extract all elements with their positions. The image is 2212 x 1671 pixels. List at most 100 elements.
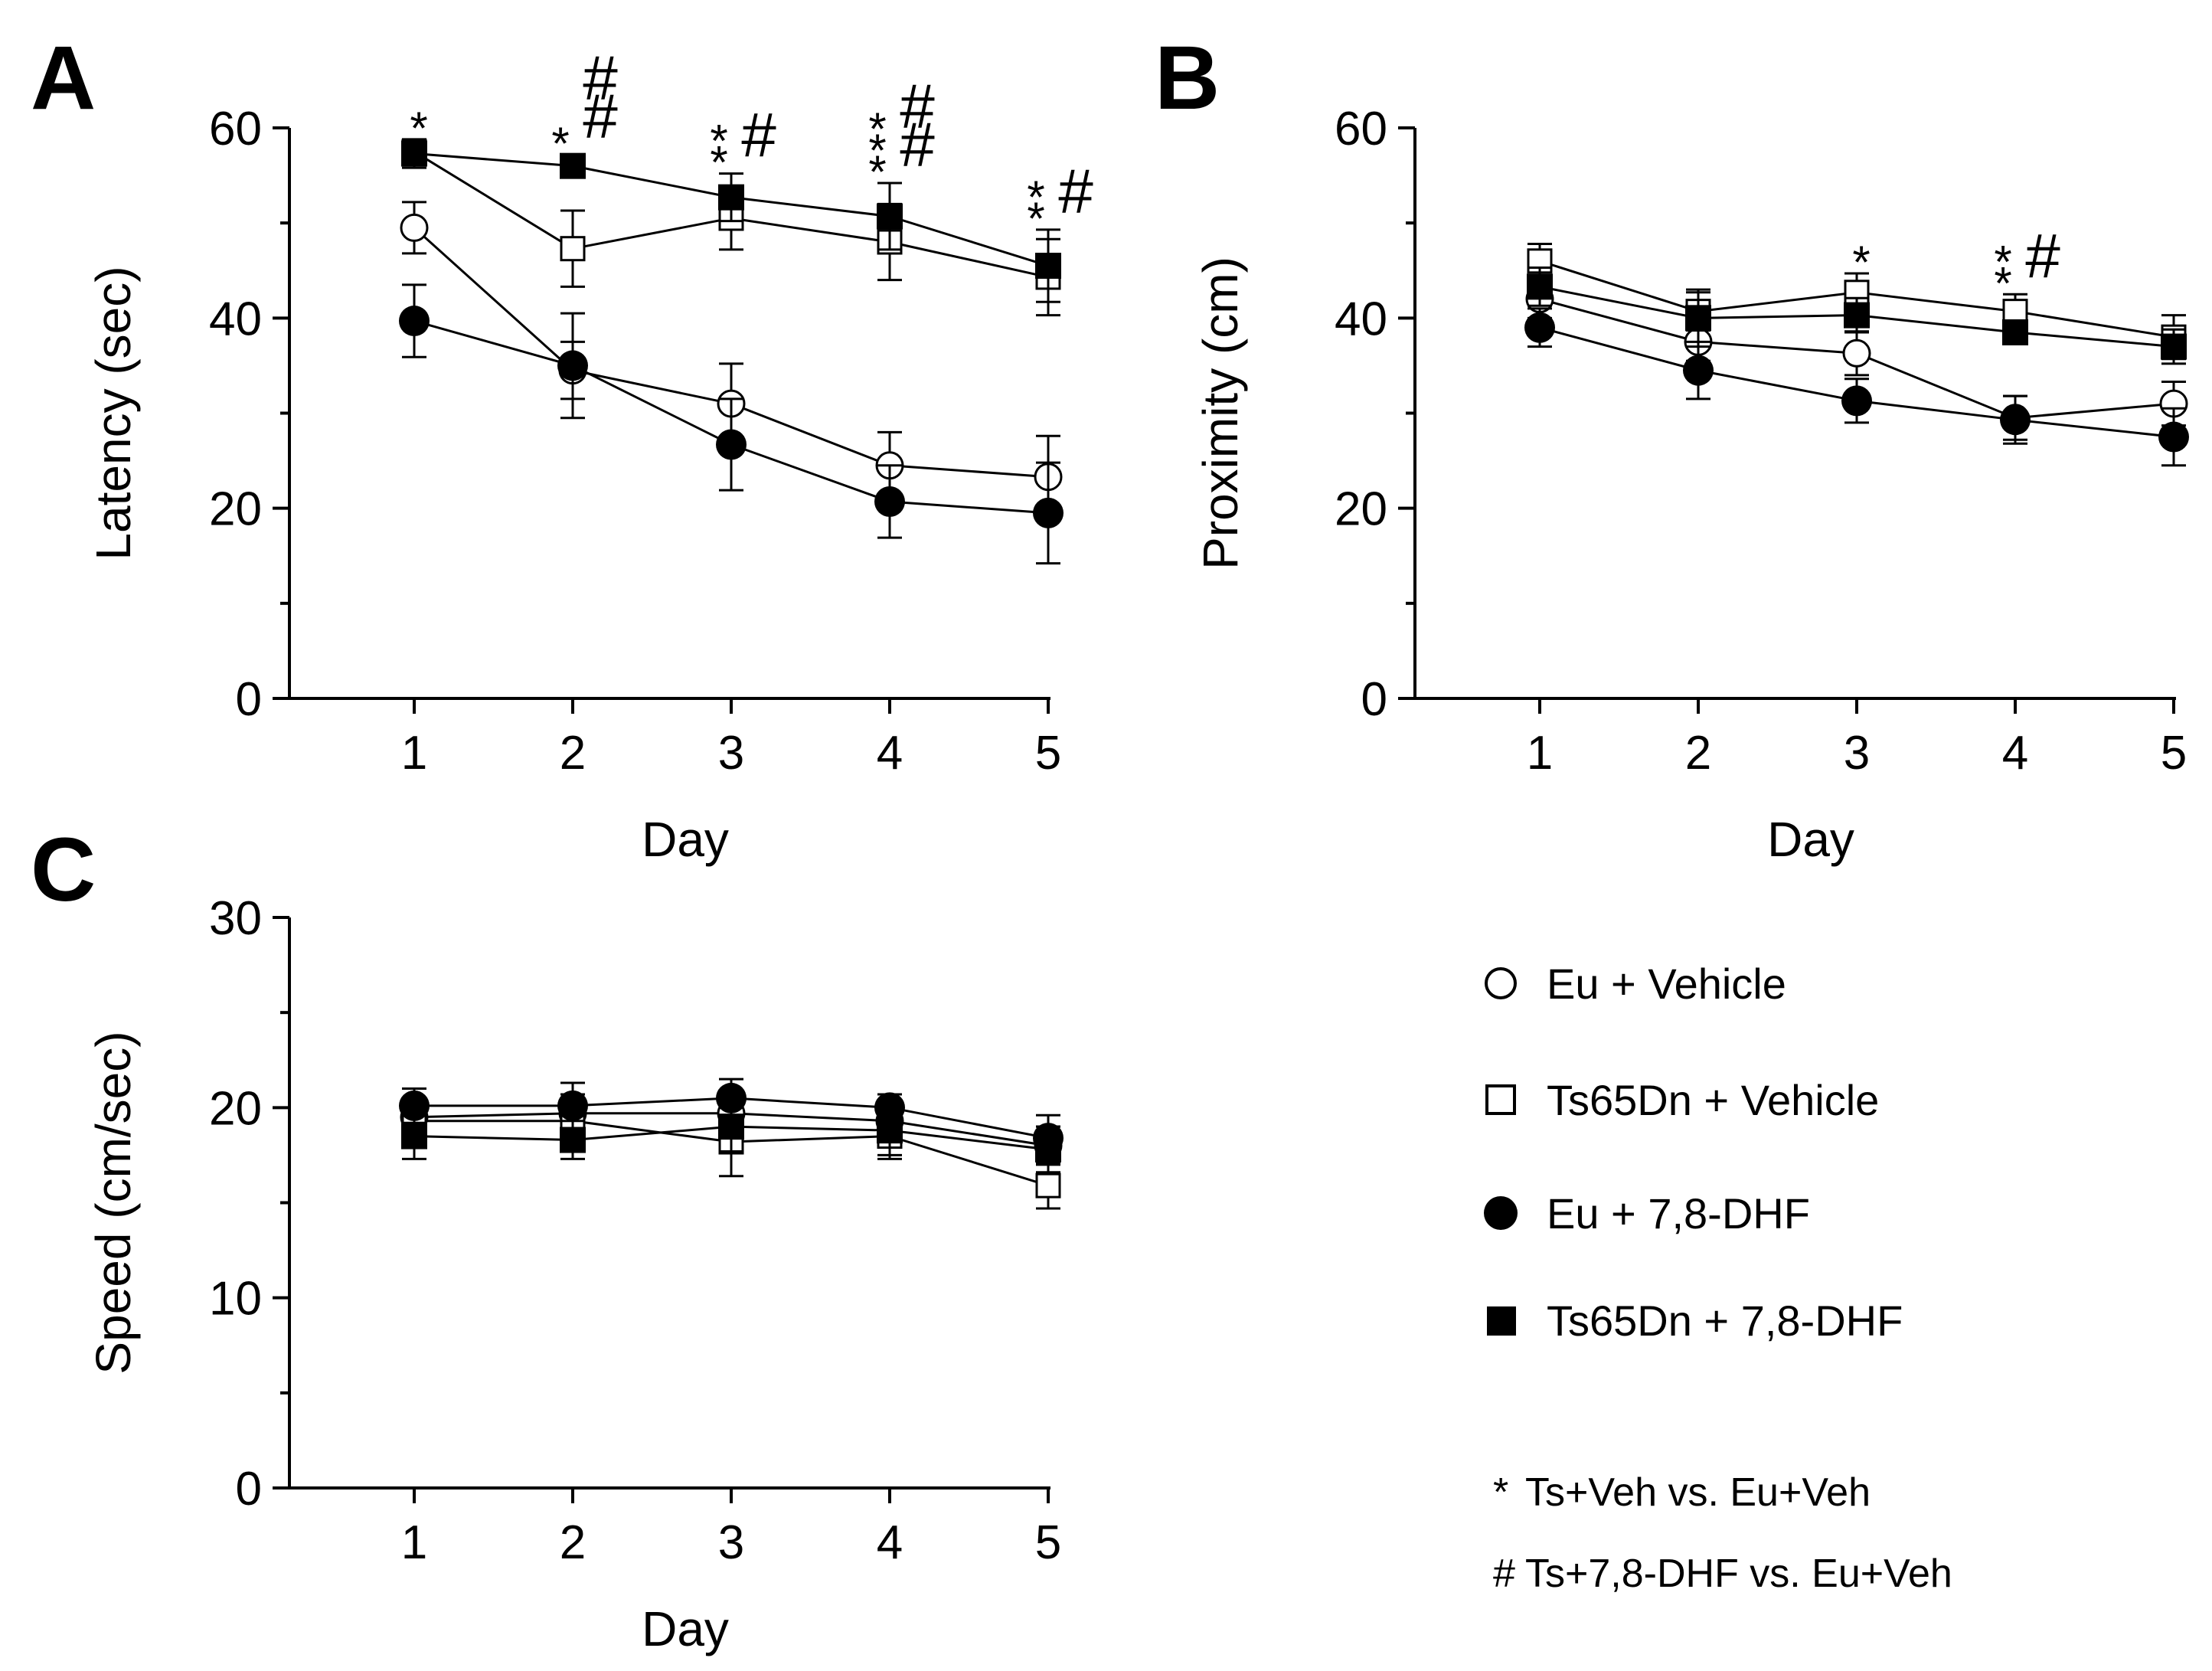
y-tick-label: 20 <box>209 1082 262 1135</box>
data-point <box>718 184 744 211</box>
data-point <box>874 486 905 517</box>
legend-item-ts65dn-vehicle: Ts65Dn + Vehicle <box>1485 1076 1879 1124</box>
y-tick-label: 0 <box>236 673 262 726</box>
data-point <box>557 350 588 381</box>
data-point <box>2158 421 2189 453</box>
significance-star: * <box>710 137 727 188</box>
significance-star: * <box>1027 193 1044 244</box>
x-tick-label: 2 <box>560 727 586 780</box>
x-tick-label: 1 <box>401 1516 427 1569</box>
panel-c-speed-chart: 0 10 20 30 1 2 3 4 5 Day Speed (cm/sec) <box>86 892 1064 1656</box>
significance-note-hash: # Ts+7,8-DHF vs. Eu+Veh <box>1493 1552 1952 1596</box>
filled-circle-icon <box>1484 1196 1518 1230</box>
y-tick-label: 0 <box>236 1463 262 1516</box>
legend-label-eu-vehicle: Eu + Vehicle <box>1547 960 1786 1008</box>
y-axis-label: Proximity (cm) <box>1193 257 1248 570</box>
significance-annotation: * ## <box>551 44 618 169</box>
data-point <box>560 1127 586 1153</box>
x-tick-label: 5 <box>1035 1516 1061 1569</box>
significance-star: * <box>868 125 886 176</box>
significance-hash: # <box>2025 221 2060 291</box>
x-tick-label: 3 <box>718 1516 744 1569</box>
significance-hash: # <box>900 72 935 142</box>
x-tick-label: 2 <box>560 1516 586 1569</box>
data-point <box>1033 497 1064 528</box>
panel-label-b: B <box>1155 28 1220 129</box>
significance-star: * <box>868 103 886 155</box>
series-eu_dhf <box>1524 307 2189 467</box>
data-point <box>718 1113 744 1140</box>
y-tick-label: 60 <box>209 103 262 155</box>
y-axis-label: Speed (cm/sec) <box>86 1031 141 1374</box>
x-tick-label: 1 <box>401 727 427 780</box>
significance-star: * <box>868 146 886 198</box>
significance-hash: # <box>583 44 618 113</box>
legend-item-ts65dn-dhf: Ts65Dn + 7,8-DHF <box>1487 1297 1903 1345</box>
significance-star: * <box>410 103 427 154</box>
filled-square-icon <box>1487 1306 1516 1336</box>
data-point <box>1683 355 1714 386</box>
data-point <box>557 1090 588 1121</box>
x-axis-label: Day <box>642 812 729 867</box>
significance-star: * <box>1994 236 2011 287</box>
data-point <box>1685 305 1711 332</box>
x-tick-label: 4 <box>877 727 903 780</box>
panel-label-a: A <box>31 28 96 129</box>
data-point <box>877 203 903 230</box>
significance-star: * <box>710 116 727 167</box>
significance-hash: # <box>900 110 935 180</box>
x-tick-label: 3 <box>1844 727 1870 780</box>
x-tick-label: 2 <box>1685 727 1711 780</box>
note-hash-symbol: # <box>1493 1552 1515 1596</box>
series-ts_veh <box>401 139 1061 317</box>
significance-star: * <box>1852 237 1870 288</box>
x-axis-label: Day <box>642 1601 729 1656</box>
x-tick-label: 4 <box>877 1516 903 1569</box>
y-tick-label: 20 <box>1335 483 1387 536</box>
x-tick-label: 3 <box>718 727 744 780</box>
y-axis-label: Latency (sec) <box>86 266 141 560</box>
data-point <box>1035 253 1061 280</box>
note-hash-text: Ts+7,8-DHF vs. Eu+Veh <box>1525 1552 1952 1596</box>
data-point <box>716 1082 747 1113</box>
significance-hash: # <box>583 82 618 152</box>
data-point <box>877 1117 903 1144</box>
significance-annotation: * <box>410 103 427 154</box>
open-circle-icon <box>1485 967 1517 999</box>
y-tick-label: 20 <box>209 483 262 536</box>
x-axis-label: Day <box>1767 812 1854 867</box>
data-point <box>560 152 586 179</box>
note-star-text: Ts+Veh vs. Eu+Veh <box>1525 1470 1871 1515</box>
data-point <box>1842 338 1871 368</box>
panel-label-c: C <box>31 819 96 921</box>
significance-star: * <box>551 118 569 169</box>
data-point <box>399 306 430 337</box>
data-point <box>2161 333 2187 360</box>
data-point <box>401 1123 427 1149</box>
y-tick-label: 30 <box>209 892 262 945</box>
data-point <box>1844 302 1870 329</box>
significance-annotation: * <box>1852 237 1870 288</box>
data-point <box>560 236 586 262</box>
x-tick-label: 5 <box>1035 727 1061 780</box>
series-ts_dhf <box>1527 267 2187 365</box>
data-point <box>401 140 427 167</box>
significance-star: * <box>1027 172 1044 223</box>
legend-item-eu-vehicle: Eu + Vehicle <box>1485 960 1786 1008</box>
data-point <box>1524 312 1555 343</box>
data-point <box>400 213 429 242</box>
y-tick-label: 60 <box>1335 103 1387 155</box>
note-star-symbol: * <box>1493 1470 1508 1515</box>
significance-note-star: * Ts+Veh vs. Eu+Veh <box>1493 1470 1871 1515</box>
data-point <box>1841 385 1872 417</box>
y-tick-label: 40 <box>209 293 262 345</box>
data-point <box>2000 404 2031 436</box>
series-ts_dhf <box>401 1100 1061 1174</box>
data-point <box>1527 273 1553 300</box>
legend: Eu + Vehicle Ts65Dn + Vehicle Eu + 7,8-D… <box>1484 960 1952 1596</box>
legend-label-eu-dhf: Eu + 7,8-DHF <box>1547 1189 1810 1238</box>
x-tick-label: 5 <box>2161 727 2187 780</box>
